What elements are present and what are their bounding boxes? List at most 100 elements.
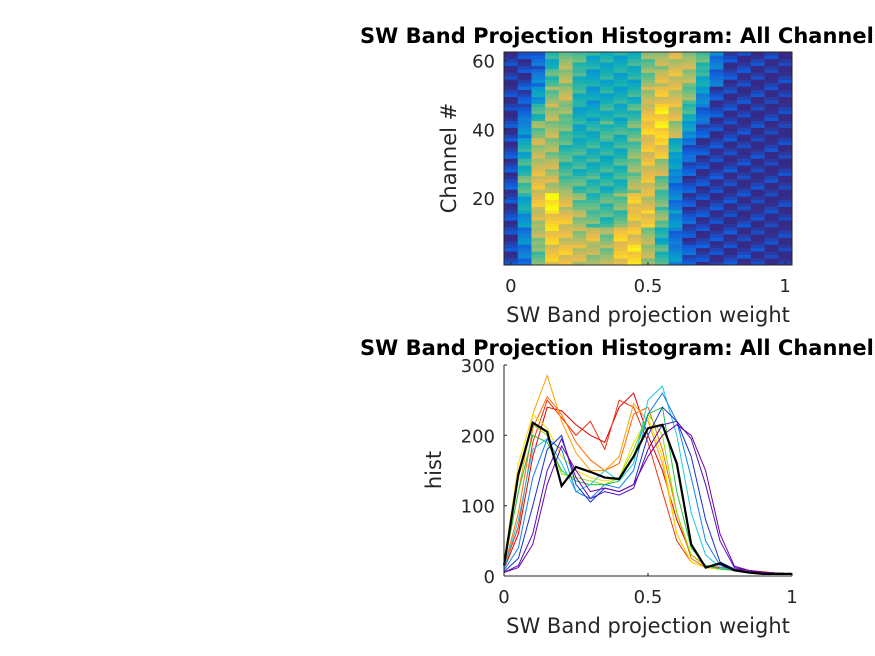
heatmap-cell	[778, 247, 793, 252]
heatmap-cell	[696, 127, 711, 132]
heatmap-cell	[613, 240, 628, 245]
heatmap-cell	[531, 182, 546, 187]
heatmap-cell	[737, 220, 752, 225]
heatmap-cell	[764, 161, 779, 166]
heatmap-cell	[723, 110, 738, 115]
heatmap-cell	[613, 230, 628, 235]
heatmap-cell	[600, 172, 615, 176]
heatmap-cell	[613, 192, 628, 197]
heatmap-cell	[682, 96, 697, 101]
heatmap-cell	[517, 86, 532, 91]
heatmap-cell	[627, 106, 642, 111]
heatmap-cell	[654, 158, 669, 163]
heatmap-cell	[696, 234, 711, 238]
heatmap-cell	[558, 179, 573, 183]
heatmap-cell	[517, 216, 532, 221]
heatmap-cell	[750, 103, 765, 108]
heatmap-cell	[696, 155, 711, 159]
heatmap-cell	[641, 127, 656, 132]
heatmap-cell	[504, 127, 519, 132]
heatmap-cell	[504, 65, 519, 70]
heatmap-cell	[572, 120, 587, 125]
heatmap-cell	[558, 148, 573, 152]
heatmap-cell	[517, 137, 532, 142]
heatmap-cell	[531, 65, 546, 70]
heatmap-cell	[682, 223, 697, 228]
heatmap-cell	[517, 144, 532, 149]
heatmap-cell	[764, 96, 779, 101]
heatmap-cell	[696, 192, 711, 197]
heatmap-cell	[613, 172, 628, 176]
heatmap-cell	[737, 127, 752, 132]
heatmap-cell	[750, 55, 765, 60]
heatmap-cell	[778, 100, 793, 104]
heatmap-cell	[696, 86, 711, 91]
heatmap-cell	[668, 158, 683, 163]
heatmap-cell	[750, 144, 765, 149]
heatmap-cell	[723, 55, 738, 60]
heatmap-cell	[517, 93, 532, 97]
heatmap-cell	[600, 189, 615, 194]
heatmap-cell	[641, 234, 656, 238]
heatmap-cell	[723, 223, 738, 228]
heatmap-cell	[627, 247, 642, 252]
heatmap-cell	[709, 158, 724, 163]
heatmap-cell	[572, 213, 587, 218]
heatmap-cell	[709, 230, 724, 235]
heatmap-cell	[545, 79, 560, 84]
heatmap-cell	[531, 113, 546, 118]
heatmap-cell	[600, 258, 615, 262]
heatmap-cell	[531, 120, 546, 125]
heatmap-cell	[654, 110, 669, 115]
heatmap-cell	[778, 254, 793, 259]
heatmap-cell	[682, 196, 697, 201]
heatmap-cell	[531, 161, 546, 166]
heatmap-cell	[545, 62, 560, 67]
heatmap-cell	[558, 203, 573, 207]
heatmap-cell	[586, 65, 601, 70]
heatmap-cell	[627, 52, 642, 56]
heatmap-cell	[504, 161, 519, 166]
heatmap-cell	[682, 103, 697, 108]
heatmap-cell	[627, 148, 642, 152]
heatmap-cell	[723, 158, 738, 163]
heatmap-cell	[737, 65, 752, 70]
heatmap-cell	[696, 247, 711, 252]
heatmap-cell	[504, 240, 519, 245]
heatmap-cell	[709, 185, 724, 190]
heatmap-cell	[517, 240, 532, 245]
heatmap-cell	[764, 199, 779, 204]
heatmap-cell	[723, 151, 738, 156]
heatmap-cell	[654, 199, 669, 204]
heatmap-cell	[586, 110, 601, 115]
heatmap-cell	[517, 251, 532, 255]
heatmap-cell	[641, 172, 656, 176]
heatmap-cell	[613, 137, 628, 142]
heatmap-cell	[504, 82, 519, 87]
heatmap-cell	[545, 237, 560, 242]
heatmap-cell	[709, 62, 724, 67]
heatmap-cell	[723, 261, 738, 266]
heatmap-cell	[600, 175, 615, 180]
heatmap-cell	[709, 261, 724, 266]
heatmap-cell	[737, 134, 752, 139]
heatmap-cell	[750, 151, 765, 156]
heatmap-cell	[531, 172, 546, 176]
heatmap-cell	[778, 106, 793, 111]
heatmap-cell	[627, 223, 642, 228]
heatmap-cell	[627, 79, 642, 84]
heatmap-ticks: 0 0.5 1 20 40 60	[472, 52, 791, 297]
heatmap-cell	[586, 196, 601, 201]
heatmap-cell	[517, 196, 532, 201]
heatmap-cell	[709, 148, 724, 152]
heatmap-cell	[709, 127, 724, 132]
heatmap-cell	[696, 79, 711, 84]
heatmap-cell	[504, 131, 519, 135]
heatmap-cell	[558, 120, 573, 125]
heatmap-cell	[558, 261, 573, 266]
heatmap-cell	[572, 206, 587, 211]
heatmap-cell	[668, 223, 683, 228]
heatmap-cell	[723, 96, 738, 101]
heatmap-cell	[696, 206, 711, 211]
heatmap-cell	[778, 113, 793, 118]
